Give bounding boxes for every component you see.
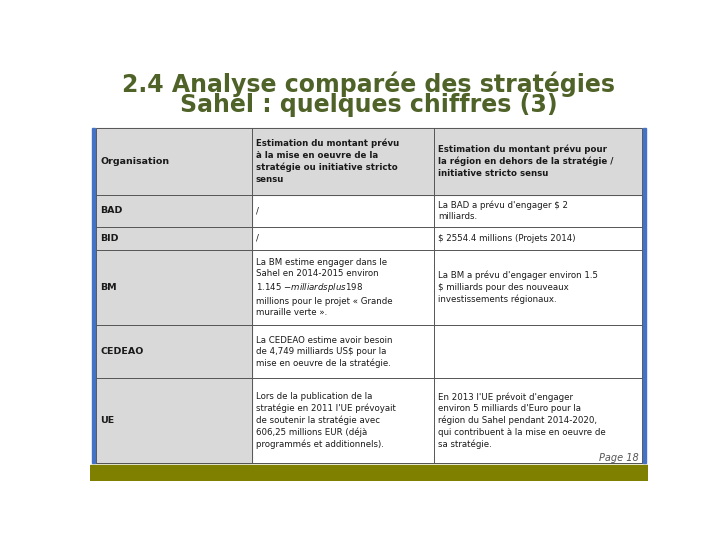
Text: BID: BID [100,234,119,242]
Text: $ 2554.4 millions (Projets 2014): $ 2554.4 millions (Projets 2014) [438,234,576,242]
Bar [96,325,252,379]
Bar [92,128,96,463]
Text: La CEDEAO estime avoir besoin
de 4,749 milliards US$ pour la
mise en oeuvre de l: La CEDEAO estime avoir besoin de 4,749 m… [256,335,392,368]
Text: BM: BM [100,283,117,292]
Text: La BM estime engager dans le
Sahel en 2014-2015 environ
1.145 $-milliards plus 1: La BM estime engager dans le Sahel en 20… [256,258,392,317]
Bar [96,128,642,463]
Bar [642,128,646,463]
Text: Organisation: Organisation [100,157,169,166]
Text: Sahel : quelques chiffres (3): Sahel : quelques chiffres (3) [180,93,558,117]
Text: BAD: BAD [100,206,122,215]
Text: 2.4 Analyse comparée des stratégies: 2.4 Analyse comparée des stratégies [122,72,616,97]
Bar [96,249,252,325]
Text: La BAD a prévu d'engager $ 2
milliards.: La BAD a prévu d'engager $ 2 milliards. [438,200,568,221]
Text: Estimation du montant prévu
à la mise en oeuvre de la
stratégie ou initiative st: Estimation du montant prévu à la mise en… [256,139,399,184]
Text: Lors de la publication de la
stratégie en 2011 l'UE prévoyait
de soutenir la str: Lors de la publication de la stratégie e… [256,392,395,449]
Text: Page 18: Page 18 [599,453,639,463]
Text: /: / [256,234,258,242]
Text: La BM a prévu d'engager environ 1.5
$ milliards pour des nouveaux
investissement: La BM a prévu d'engager environ 1.5 $ mi… [438,271,598,304]
Text: UE: UE [100,416,114,425]
Text: Estimation du montant prévu pour
la région en dehors de la stratégie /
initiativ: Estimation du montant prévu pour la régi… [438,145,613,178]
Bar [96,227,252,249]
Bar [96,194,252,227]
Bar [90,465,648,481]
Text: /: / [256,206,258,215]
Bar [96,379,252,463]
Text: CEDEAO: CEDEAO [100,347,143,356]
Text: En 2013 l'UE prévoit d'engager
environ 5 milliards d'Euro pour la
région du Sahe: En 2013 l'UE prévoit d'engager environ 5… [438,393,606,449]
Bar [96,128,642,194]
